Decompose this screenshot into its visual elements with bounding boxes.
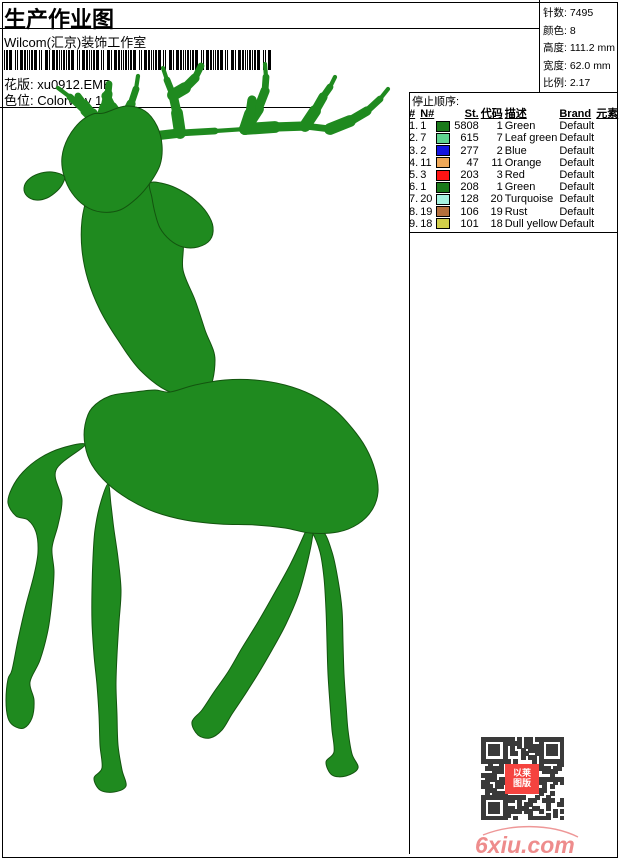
svg-text:6xiu.com: 6xiu.com <box>475 832 575 857</box>
